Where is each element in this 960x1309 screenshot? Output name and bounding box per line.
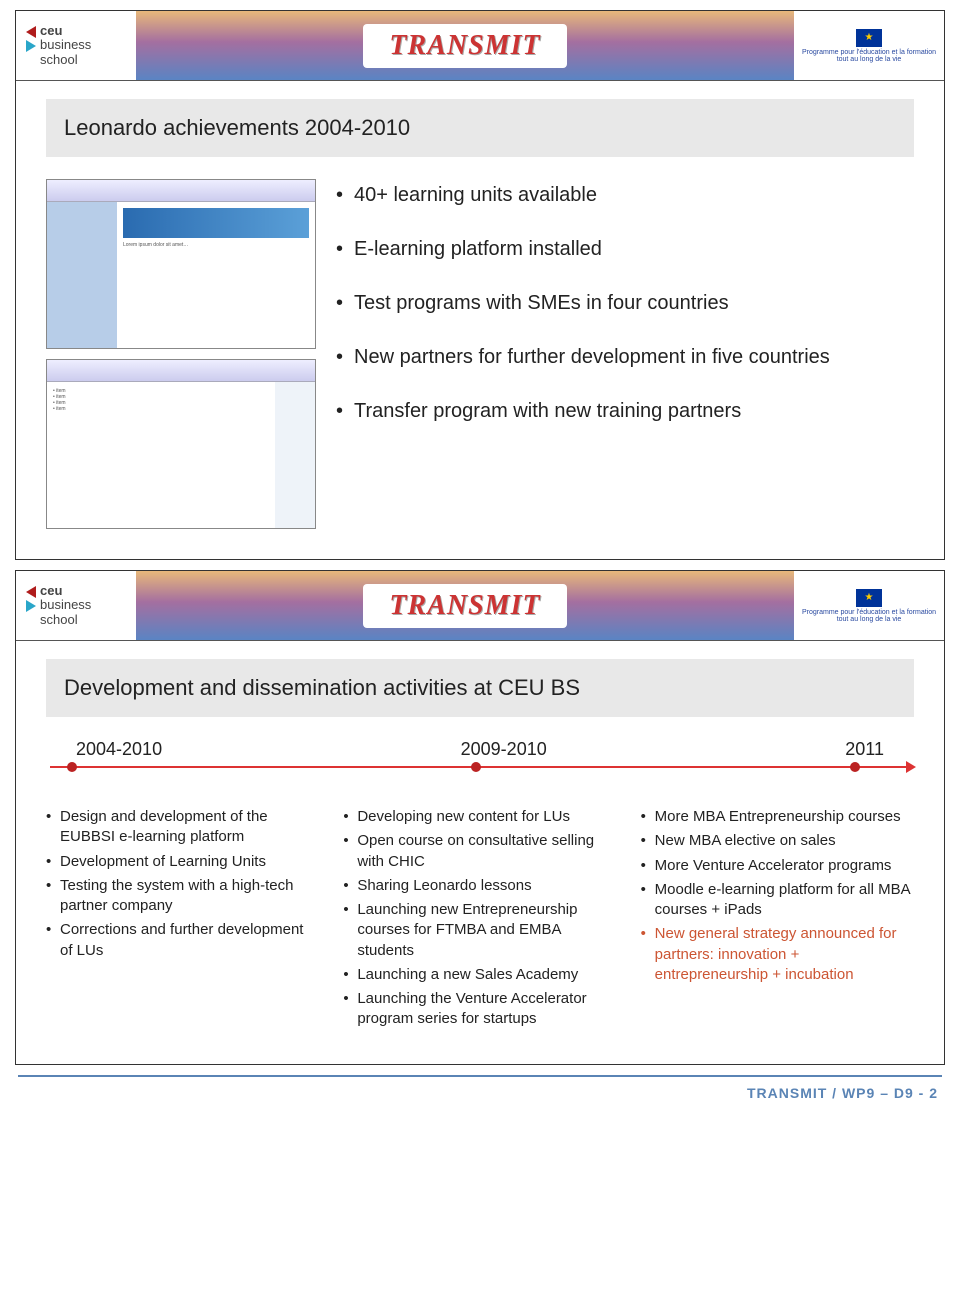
footer-line [18,1075,942,1077]
eu-logo-box: ★ Programme pour l'éducation et la forma… [794,571,944,640]
eu-text: Programme pour l'éducation et la formati… [798,609,940,623]
list-item: Corrections and further development of L… [46,920,319,961]
triangle-cyan-icon [26,40,36,52]
timeline-dot-icon [850,762,860,772]
page-footer: TRANSMIT / WP9 – D9 - 2 [0,1079,960,1111]
list-item: Developing new content for LUs [343,807,616,827]
col-3: More MBA Entrepreneurship courses New MB… [641,807,914,1034]
list-item: Development of Learning Units [46,852,319,872]
eu-flag-icon: ★ [856,29,882,47]
col-2: Developing new content for LUs Open cour… [343,807,616,1034]
eu-flag-icon: ★ [856,589,882,607]
list-item: More MBA Entrepreneurship courses [641,807,914,827]
ceu-logo: ceu business school [16,11,136,80]
timeline: 2004-2010 2009-2010 2011 [46,739,914,789]
screenshots-col: Lorem ipsum dolor sit amet… • item• item… [46,179,316,529]
list-item: More Venture Accelerator programs [641,856,914,876]
slide-1-heading: Leonardo achievements 2004-2010 [46,99,914,157]
list-item: New MBA elective on sales [641,831,914,851]
eu-logo-box: ★ Programme pour l'éducation et la forma… [794,11,944,80]
list-item: Testing the system with a high-tech part… [46,876,319,917]
screenshot-2: • item• item• item• item [46,359,316,529]
list-item: Launching a new Sales Academy [343,965,616,985]
slide-2: ceu business school TRANSMIT ★ Programme… [15,570,945,1065]
list-item: Launching the Venture Accelerator progra… [343,989,616,1030]
bullet: New partners for further development in … [336,341,914,373]
slide-2-heading: Development and dissemination activities… [46,659,914,717]
triangle-red-icon [26,26,36,38]
list-item: Launching new Entrepreneurship courses f… [343,900,616,961]
slide-1-body: Leonardo achievements 2004-2010 Lorem ip… [16,81,944,559]
transmit-badge: TRANSMIT [363,24,566,68]
achievements-list: 40+ learning units available E-learning … [336,179,914,449]
bullet: Transfer program with new training partn… [336,395,914,427]
list-item: Moodle e-learning platform for all MBA c… [641,880,914,921]
transmit-badge: TRANSMIT [363,584,566,628]
list-item-highlight: New general strategy announced for partn… [641,924,914,985]
timeline-dot-icon [471,762,481,772]
columns: Design and development of the EUBBSI e-l… [46,807,914,1034]
ceu-logo: ceu business school [16,571,136,640]
slide-header: ceu business school TRANSMIT ★ Programme… [16,11,944,81]
list-item: Open course on consultative selling with… [343,831,616,872]
header-gradient: TRANSMIT [136,11,794,80]
header-gradient: TRANSMIT [136,571,794,640]
bullet: E-learning platform installed [336,233,914,265]
timeline-label: 2009-2010 [461,739,547,760]
bullet: 40+ learning units available [336,179,914,211]
timeline-arrow-icon [906,761,916,773]
list-item: Design and development of the EUBBSI e-l… [46,807,319,848]
list-item: Sharing Leonardo lessons [343,876,616,896]
col-1: Design and development of the EUBBSI e-l… [46,807,319,1034]
eu-text: Programme pour l'éducation et la formati… [798,49,940,63]
timeline-label: 2004-2010 [76,739,162,760]
timeline-dot-icon [67,762,77,772]
timeline-label: 2011 [845,739,884,760]
triangle-red-icon [26,586,36,598]
slide-2-body: Development and dissemination activities… [16,641,944,1064]
bullet: Test programs with SMEs in four countrie… [336,287,914,319]
screenshot-1: Lorem ipsum dolor sit amet… [46,179,316,349]
slide-header: ceu business school TRANSMIT ★ Programme… [16,571,944,641]
triangle-cyan-icon [26,600,36,612]
slide-1: ceu business school TRANSMIT ★ Programme… [15,10,945,560]
